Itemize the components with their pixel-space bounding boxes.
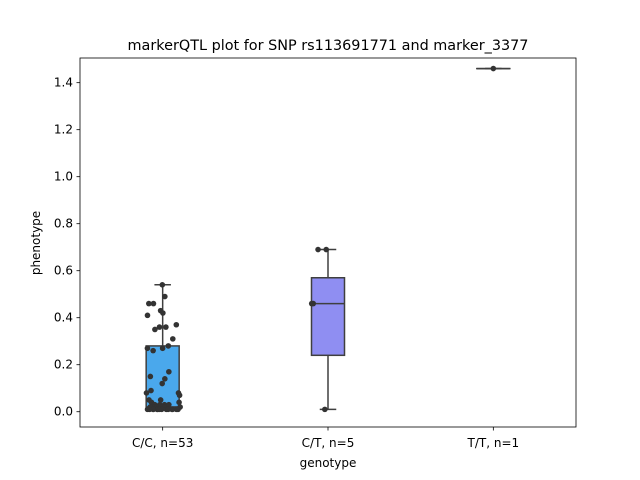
data-point <box>163 324 169 330</box>
y-tick-label: 0.2 <box>54 358 73 372</box>
data-point <box>157 397 164 403</box>
data-point <box>173 406 180 413</box>
x-tick-label: T/T, n=1 <box>467 436 520 450</box>
data-point <box>146 300 152 307</box>
y-tick-label: 0.6 <box>54 264 73 278</box>
y-tick-label: 1.2 <box>54 123 73 137</box>
y-tick-label: 0.4 <box>54 311 73 325</box>
data-point <box>152 326 158 333</box>
data-point <box>144 345 151 352</box>
data-point <box>315 246 321 253</box>
data-point <box>148 387 154 394</box>
data-point <box>166 368 172 375</box>
data-point <box>143 390 150 396</box>
data-point <box>176 399 182 406</box>
y-tick-label: 1.0 <box>54 170 73 184</box>
data-point <box>166 401 172 408</box>
y-tick-label: 1.4 <box>54 76 73 90</box>
data-point <box>165 343 172 349</box>
chart-title: markerQTL plot for SNP rs113691771 and m… <box>128 38 529 54</box>
data-point <box>156 324 163 330</box>
data-point <box>150 347 156 354</box>
data-point <box>159 282 166 288</box>
box <box>310 277 346 357</box>
data-point <box>144 312 151 319</box>
x-axis-label: genotype <box>300 456 357 470</box>
data-point <box>159 380 166 387</box>
data-point <box>173 321 180 328</box>
y-axis-label: phenotype <box>29 211 43 275</box>
y-tick-label: 0.8 <box>54 217 73 231</box>
data-point <box>308 300 315 307</box>
data-point <box>159 345 166 352</box>
axes-frame <box>79 57 577 428</box>
data-point <box>165 406 171 413</box>
y-tick-label: 0.0 <box>54 405 73 419</box>
data-point <box>146 406 153 413</box>
data-point <box>160 310 166 316</box>
x-tick-label: C/C, n=53 <box>132 436 193 450</box>
data-point <box>156 406 162 413</box>
data-point <box>162 376 168 382</box>
data-point <box>169 336 176 342</box>
data-point <box>322 406 328 413</box>
x-tick-label: C/T, n=5 <box>302 436 355 450</box>
data-point <box>490 65 497 72</box>
data-point <box>176 392 183 399</box>
data-point <box>147 373 154 380</box>
data-point <box>323 246 330 253</box>
plot-area: 0.0 0.2 0.4 0.6 0.8 1.0 1.2 1.4 C/C, n=53 C/T, n=… <box>54 65 520 450</box>
data-point <box>150 300 157 307</box>
data-point <box>162 293 168 300</box>
